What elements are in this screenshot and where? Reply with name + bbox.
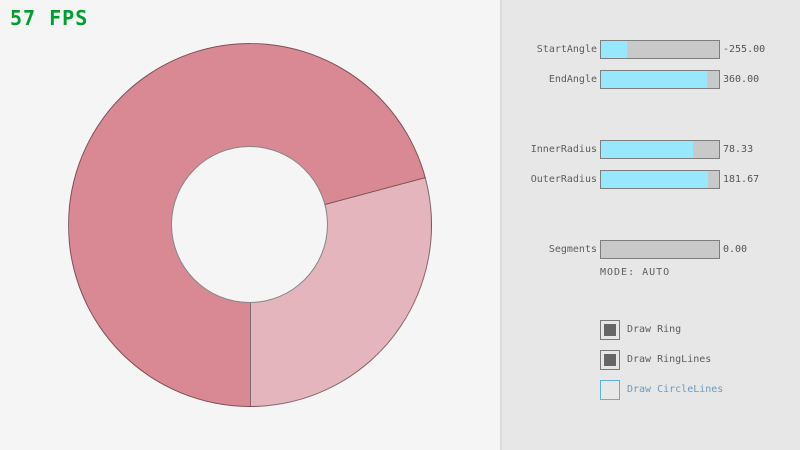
checkmark-icon bbox=[604, 324, 616, 336]
checkbox-draw-ringlines[interactable] bbox=[600, 350, 620, 370]
slider-fill-endangle bbox=[601, 71, 708, 88]
slider-value-endangle: 360.00 bbox=[723, 74, 760, 85]
control-panel: StartAngle -255.00 EndAngle 360.00 InnerRadi… bbox=[500, 0, 800, 450]
fps-counter: 57 FPS bbox=[10, 6, 89, 30]
slider-innerradius[interactable] bbox=[600, 140, 720, 159]
checkbox-label-draw-ringlines: Draw RingLines bbox=[627, 354, 712, 365]
ring-hole bbox=[171, 146, 328, 303]
slider-label-endangle: EndAngle bbox=[548, 74, 597, 85]
check-row-draw-circlelines: Draw CircleLines bbox=[502, 380, 800, 400]
slider-row-startangle: StartAngle -255.00 bbox=[502, 40, 800, 59]
slider-fill-outerradius bbox=[601, 171, 709, 188]
slider-row-segments: Segments 0.00 bbox=[502, 240, 800, 259]
checkbox-label-draw-circlelines: Draw CircleLines bbox=[627, 384, 724, 395]
checkbox-draw-ring[interactable] bbox=[600, 320, 620, 340]
slider-value-startangle: -255.00 bbox=[723, 44, 766, 55]
slider-value-outerradius: 181.67 bbox=[723, 174, 760, 185]
slider-label-innerradius: InnerRadius bbox=[530, 144, 597, 155]
mode-label: MODE: AUTO bbox=[600, 267, 671, 278]
checkmark-icon bbox=[604, 354, 616, 366]
slider-fill-innerradius bbox=[601, 141, 694, 158]
check-row-draw-ringlines: Draw RingLines bbox=[502, 350, 800, 370]
slider-row-outerradius: OuterRadius 181.67 bbox=[502, 170, 800, 189]
slider-startangle[interactable] bbox=[600, 40, 720, 59]
slider-row-innerradius: InnerRadius 78.33 bbox=[502, 140, 800, 159]
slider-outerradius[interactable] bbox=[600, 170, 720, 189]
slider-segments[interactable] bbox=[600, 240, 720, 259]
ring-chart bbox=[68, 43, 432, 407]
slider-label-outerradius: OuterRadius bbox=[530, 174, 597, 185]
slider-fill-startangle bbox=[601, 41, 627, 58]
slider-label-startangle: StartAngle bbox=[536, 44, 597, 55]
slider-row-endangle: EndAngle 360.00 bbox=[502, 70, 800, 89]
check-row-draw-ring: Draw Ring bbox=[502, 320, 800, 340]
checkbox-label-draw-ring: Draw Ring bbox=[627, 324, 682, 335]
slider-value-segments: 0.00 bbox=[723, 244, 748, 255]
slider-label-segments: Segments bbox=[548, 244, 597, 255]
slider-value-innerradius: 78.33 bbox=[723, 144, 754, 155]
slider-endangle[interactable] bbox=[600, 70, 720, 89]
ring-end-line bbox=[250, 303, 251, 406]
checkbox-draw-circlelines[interactable] bbox=[600, 380, 620, 400]
